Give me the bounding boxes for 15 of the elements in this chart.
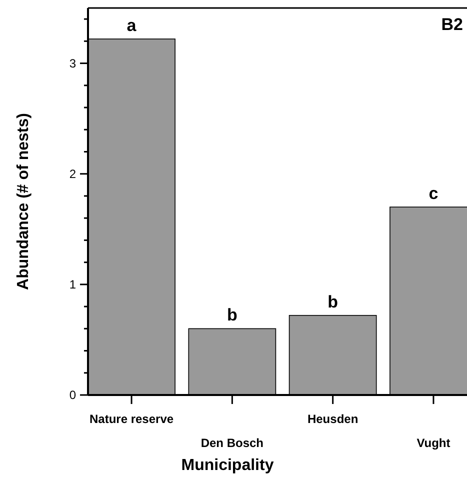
x-tick-label: Den Bosch [200,436,264,450]
y-axis-title: Abundance (# of nests) [15,113,32,290]
y-tick-label: 0 [69,388,76,402]
x-axis-title: Municipality [181,457,274,474]
annotation: b [226,306,238,325]
annotation: c [428,184,438,204]
annotation: a [126,16,137,35]
annotation: b [328,292,338,312]
x-tick-label: Nature reserve [90,412,174,426]
x-tick-label: Heusden [307,412,358,426]
y-tick-label: 1 [69,278,76,292]
y-tick-label: 3 [69,56,76,70]
x-tick-label: Vught [416,436,450,450]
y-tick-label: 2 [69,167,76,182]
annotation: B2 [441,15,463,34]
